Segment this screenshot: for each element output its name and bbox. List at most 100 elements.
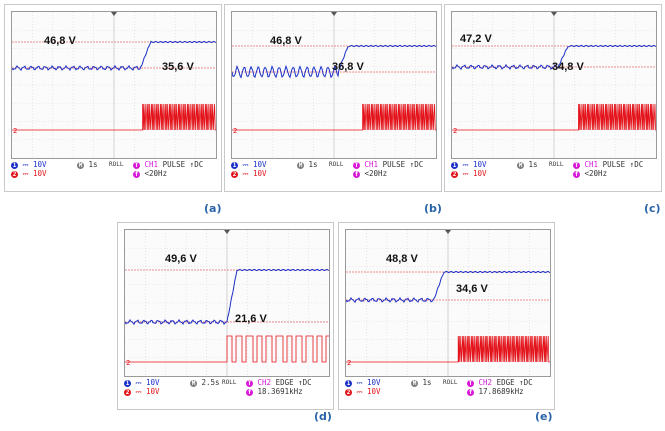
lower-voltage-label: 36,8 V [332, 61, 364, 73]
ch1-scale-value: 10V [146, 378, 160, 387]
trigger-source: T CH1 PULSE ↑DC [573, 160, 643, 169]
panel-caption-text: (e) [535, 410, 553, 423]
dc-coupling-icon: ⎓ [131, 387, 147, 396]
acquire-mode-wrap: ROLL [443, 379, 457, 386]
trigger-source: T CH2 EDGE ↑DC [467, 378, 533, 387]
panel-caption-text: (c) [644, 202, 661, 215]
trigger-coupling: DC [302, 378, 312, 387]
trigger-frequency: f 18.3691kHz [246, 387, 303, 396]
status-row-1: 1 ⎓ 10V M 1s ROLL T CH2 EDGE ↑DC [345, 378, 549, 388]
trigger-type: EDGE [271, 378, 294, 387]
trigger-coupling: DC [194, 160, 204, 169]
scope-status-bar: 1 ⎓ 10V M 1s ROLL T CH1 PULSE ↑DC 2 ⎓ 10V f <… [231, 160, 435, 180]
scope-status-bar: 1 ⎓ 10V M 1s ROLL T CH1 PULSE ↑DC 2 ⎓ 10V f <… [11, 160, 215, 180]
scope-status-bar: 1 ⎓ 10V M 2.5s ROLL T CH2 EDGE ↑DC 2 ⎓ 10V f … [124, 378, 328, 398]
trigger-frequency-value: <20Hz [140, 169, 168, 178]
scope-screen: 2 48,8 V 34,6 V [345, 229, 551, 377]
trigger-coupling: DC [414, 160, 424, 169]
dc-coupling-icon: ⎓ [458, 169, 474, 178]
status-row-2: 2 ⎓ 10V f <20Hz [11, 169, 215, 179]
trigger-frequency: f <20Hz [133, 169, 167, 178]
ch2-ground-marker: 2 [126, 359, 130, 367]
acquire-mode-wrap: ROLL [329, 161, 343, 168]
ch1-chip: 1 [231, 161, 238, 169]
trigger-position-marker [445, 230, 451, 234]
trigger-frequency: f <20Hz [353, 169, 387, 178]
scope-status-bar: 1 ⎓ 10V M 1s ROLL T CH2 EDGE ↑DC 2 ⎓ 10V f 17… [345, 378, 549, 398]
trigger-chip: T [573, 161, 580, 169]
scope-panel-a: 2 46,8 V 35,6 V 1 ⎓ 10V M 1s ROLL T CH1 PULSE … [4, 4, 222, 192]
ch2-pulse-trace [346, 335, 550, 363]
upper-voltage-label: 46,8 V [270, 35, 302, 47]
ch2-pulse-trace [125, 335, 329, 363]
lower-voltage-label: 35,6 V [162, 61, 194, 73]
status-row-2: 2 ⎓ 10V f 17.8689kHz [345, 387, 549, 397]
panel-caption-text: (a) [204, 202, 222, 215]
ch2-ground-marker: 2 [13, 127, 17, 135]
dc-coupling-icon: ⎓ [18, 160, 34, 169]
acquire-mode: ROLL [222, 379, 237, 386]
panel-caption: (d) [314, 410, 332, 423]
rising-edge-icon: ↑ [625, 160, 635, 169]
trigger-source: T CH2 EDGE ↑DC [246, 378, 312, 387]
ch1-scale: 1 ⎓ 10V [451, 160, 487, 170]
status-row-1: 1 ⎓ 10V M 2.5s ROLL T CH2 EDGE ↑DC [124, 378, 328, 388]
ch2-scale-value: 10V [33, 169, 47, 178]
ch1-chip: 1 [451, 161, 458, 169]
timebase: M 1s [411, 378, 432, 387]
trigger-frequency-value: <20Hz [580, 169, 608, 178]
ch1-voltage-trace [346, 270, 550, 304]
trigger-source-value: CH2 [474, 378, 493, 387]
ch2-scale: 2 ⎓ 10V [124, 387, 160, 397]
trigger-chip: T [133, 161, 140, 169]
panel-caption: (a) [204, 202, 221, 215]
waveform-plot: 2 47,2 V 34,8 V [452, 12, 656, 158]
acquire-mode-wrap: ROLL [549, 161, 563, 168]
ch2-scale-value: 10V [367, 387, 381, 396]
rising-edge-icon: ↑ [514, 378, 524, 387]
trigger-position-marker [111, 12, 117, 16]
ch2-pulse-trace [12, 103, 216, 131]
trigger-position-marker [331, 12, 337, 16]
scope-status-bar: 1 ⎓ 10V M 1s ROLL T CH1 PULSE ↑DC 2 ⎓ 10V f <… [451, 160, 655, 180]
ch2-chip: 2 [11, 170, 18, 178]
math-chip: M [517, 161, 524, 169]
acquire-mode: ROLL [443, 379, 458, 386]
dc-coupling-icon: ⎓ [18, 169, 34, 178]
ch1-scale-value: 10V [473, 160, 487, 169]
math-chip: M [77, 161, 84, 169]
dc-coupling-icon: ⎓ [238, 169, 254, 178]
trigger-frequency-value: 17.8689kHz [474, 387, 524, 396]
ch1-chip: 1 [124, 379, 131, 387]
frequency-chip: f [467, 388, 474, 396]
trigger-position-marker [224, 230, 230, 234]
lower-voltage-label: 34,8 V [552, 61, 584, 73]
math-chip: M [190, 379, 197, 387]
ch2-chip: 2 [124, 388, 131, 396]
frequency-chip: f [246, 388, 253, 396]
upper-voltage-label: 47,2 V [460, 33, 492, 45]
trigger-position-marker [551, 12, 557, 16]
ch1-scale: 1 ⎓ 10V [11, 160, 47, 170]
trigger-chip: T [467, 379, 474, 387]
timebase-value: 1s [418, 378, 432, 387]
ch1-scale: 1 ⎓ 10V [345, 378, 381, 388]
upper-voltage-label: 48,8 V [386, 253, 418, 265]
status-row-2: 2 ⎓ 10V f 18.3691kHz [124, 387, 328, 397]
timebase: M 2.5s [190, 378, 220, 387]
ch1-scale: 1 ⎓ 10V [231, 160, 267, 170]
ch1-chip: 1 [345, 379, 352, 387]
lower-voltage-label: 34,6 V [456, 283, 488, 295]
trigger-source: T CH1 PULSE ↑DC [353, 160, 423, 169]
acquire-mode-wrap: ROLL [222, 379, 236, 386]
frequency-chip: f [353, 170, 360, 178]
acquire-mode: ROLL [549, 161, 564, 168]
scope-screen: 2 49,6 V 21,6 V [124, 229, 330, 377]
timebase-value: 1s [304, 160, 318, 169]
ch2-chip: 2 [451, 170, 458, 178]
timebase: M 1s [517, 160, 538, 169]
scope-screen: 2 46,8 V 36,8 V [231, 11, 437, 159]
rising-edge-icon: ↑ [185, 160, 195, 169]
timebase: M 1s [297, 160, 318, 169]
scope-screen: 2 47,2 V 34,8 V [451, 11, 657, 159]
